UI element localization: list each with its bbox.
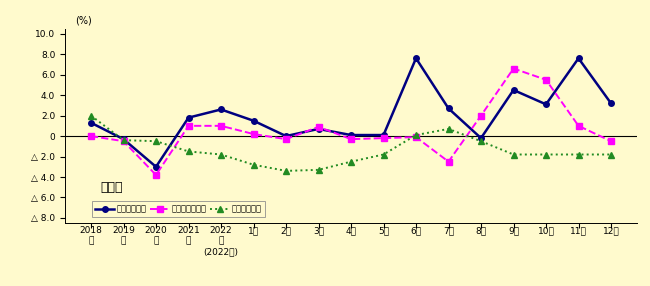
総実労働時間数 — [282, 138, 290, 141]
総実労働時間数 — [607, 140, 615, 143]
Text: 製造業: 製造業 — [101, 181, 124, 194]
総実労働時間数 — [412, 135, 420, 139]
Text: 10月: 10月 — [538, 226, 554, 235]
総実労働時間数 — [347, 138, 355, 141]
Legend: 現金給与総額, 総実労働時間数, 常用労働者数: 現金給与総額, 総実労働時間数, 常用労働者数 — [92, 201, 265, 217]
Text: 2022
年
(2022年): 2022 年 (2022年) — [203, 226, 239, 256]
常用労働者数 — [87, 114, 95, 117]
現金給与総額 — [412, 57, 420, 60]
現金給与総額 — [282, 134, 290, 138]
Line: 現金給与総額: 現金給与総額 — [88, 55, 614, 170]
現金給与総額 — [607, 102, 615, 105]
Text: 9月: 9月 — [508, 226, 519, 235]
常用労働者数 — [120, 138, 127, 142]
常用労働者数 — [607, 153, 615, 156]
現金給与総額 — [315, 127, 322, 131]
常用労働者数 — [477, 140, 485, 143]
常用労働者数 — [412, 133, 420, 137]
総実労働時間数 — [120, 140, 127, 143]
常用労働者数 — [217, 153, 225, 156]
Line: 総実労働時間数: 総実労働時間数 — [88, 66, 614, 178]
現金給与総額 — [185, 116, 192, 119]
Text: 1月: 1月 — [248, 226, 259, 235]
常用労働者数 — [282, 169, 290, 172]
Text: 12月: 12月 — [603, 226, 619, 235]
常用労働者数 — [542, 153, 550, 156]
Text: 4月: 4月 — [346, 226, 356, 235]
現金給与総額 — [152, 165, 160, 168]
総実労働時間数 — [315, 125, 322, 129]
現金給与総額 — [347, 133, 355, 137]
常用労働者数 — [250, 163, 257, 166]
現金給与総額 — [120, 138, 127, 141]
Text: 2019
年: 2019 年 — [112, 226, 135, 246]
現金給与総額 — [380, 133, 387, 137]
総実労働時間数 — [250, 132, 257, 136]
総実労働時間数 — [217, 124, 225, 128]
現金給与総額 — [217, 108, 225, 111]
Text: 2月: 2月 — [281, 226, 291, 235]
現金給与総額 — [575, 57, 582, 60]
総実労働時間数 — [445, 160, 452, 163]
総実労働時間数 — [510, 67, 517, 70]
Text: 3月: 3月 — [313, 226, 324, 235]
総実労働時間数 — [87, 134, 95, 138]
Text: 7月: 7月 — [443, 226, 454, 235]
常用労働者数 — [575, 153, 582, 156]
総実労働時間数 — [380, 136, 387, 140]
総実労働時間数 — [185, 124, 192, 128]
Text: 8月: 8月 — [475, 226, 487, 235]
常用労働者数 — [380, 153, 387, 156]
Text: 2020
年: 2020 年 — [144, 226, 168, 246]
Text: 5月: 5月 — [378, 226, 389, 235]
総実労働時間数 — [575, 124, 582, 128]
Text: 2021
年: 2021 年 — [177, 226, 200, 246]
Text: 6月: 6月 — [410, 226, 422, 235]
常用労働者数 — [315, 168, 322, 172]
常用労働者数 — [152, 140, 160, 143]
総実労働時間数 — [477, 114, 485, 117]
常用労働者数 — [347, 160, 355, 163]
現金給与総額 — [445, 107, 452, 110]
現金給与総額 — [250, 119, 257, 122]
総実労働時間数 — [542, 78, 550, 82]
Text: 11月: 11月 — [570, 226, 587, 235]
常用労働者数 — [510, 153, 517, 156]
現金給与総額 — [87, 121, 95, 124]
現金給与総額 — [542, 103, 550, 106]
常用労働者数 — [185, 150, 192, 153]
総実労働時間数 — [152, 173, 160, 177]
Text: 2018
年: 2018 年 — [79, 226, 103, 246]
現金給与総額 — [510, 88, 517, 92]
Line: 常用労働者数: 常用労働者数 — [88, 113, 614, 174]
常用労働者数 — [445, 127, 452, 131]
Text: (%): (%) — [75, 15, 92, 25]
現金給与総額 — [477, 136, 485, 140]
